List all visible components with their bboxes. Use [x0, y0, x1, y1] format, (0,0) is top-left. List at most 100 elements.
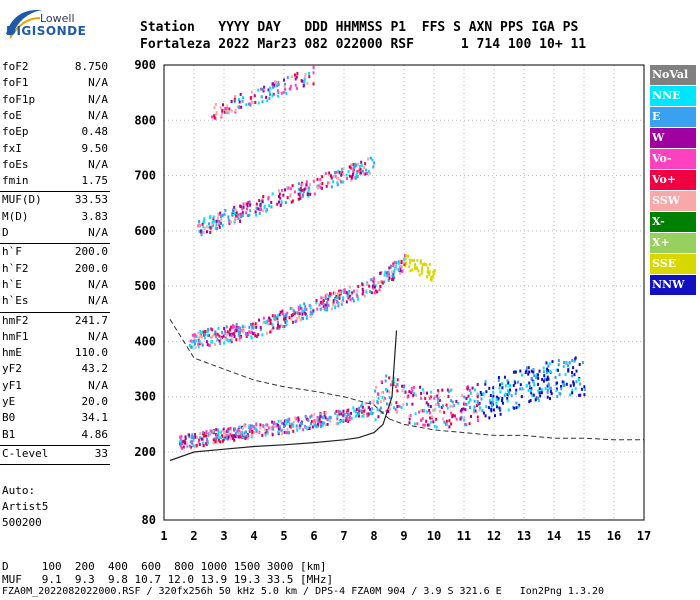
echo-dot — [476, 399, 479, 403]
echo-dot — [191, 340, 194, 344]
echo-dot — [366, 412, 369, 416]
echo-dot — [286, 186, 289, 190]
echo-dot — [318, 418, 321, 422]
echo-dot — [462, 407, 465, 411]
echo-dot — [555, 381, 558, 385]
echo-dot — [288, 417, 291, 421]
echo-dot — [363, 166, 366, 170]
echo-dot — [366, 281, 369, 285]
echo-dot — [242, 202, 245, 206]
echo-dot — [379, 271, 382, 275]
echo-dot — [184, 437, 187, 441]
echo-dot — [257, 101, 260, 105]
echo-dot — [302, 193, 305, 197]
echo-dot — [238, 435, 241, 439]
echo-dot — [263, 427, 266, 431]
echo-dot — [477, 393, 480, 397]
echo-dot — [285, 418, 288, 422]
echo-dot — [337, 301, 340, 305]
echo-dot — [197, 342, 200, 346]
echo-dot — [288, 420, 291, 424]
echo-dot — [279, 310, 282, 314]
echo-dot — [237, 428, 240, 432]
echo-dot — [227, 218, 230, 222]
echo-dot — [476, 395, 479, 399]
echo-dot — [205, 230, 208, 234]
echo-dot — [288, 422, 291, 426]
echo-dot — [358, 414, 361, 418]
echo-dot — [540, 388, 543, 392]
param-value: 4.86 — [81, 427, 109, 441]
echo-dot — [414, 412, 417, 416]
echo-dot — [192, 444, 195, 448]
echo-dot — [542, 370, 545, 374]
echo-dot — [207, 433, 210, 437]
echo-dot — [289, 84, 292, 88]
echo-dot — [321, 423, 324, 427]
echo-dot — [364, 401, 367, 405]
echo-dot — [472, 408, 475, 412]
echo-dot — [198, 219, 201, 223]
echo-dot — [407, 254, 410, 258]
echo-dot — [239, 92, 242, 96]
echo-dot — [209, 226, 212, 230]
echo-dot — [549, 390, 552, 394]
echo-dot — [232, 207, 235, 211]
echo-dot — [387, 410, 390, 414]
echo-dot — [537, 376, 540, 380]
echo-dot — [409, 414, 412, 418]
echo-dot — [198, 224, 201, 228]
echo-dot — [360, 163, 363, 167]
echo-dot — [385, 402, 388, 406]
echo-dot — [459, 417, 462, 421]
param-row: foF2 8.750 — [2, 60, 108, 74]
echo-dot — [555, 387, 558, 391]
echo-dot — [342, 167, 345, 171]
param-value: 3.83 — [81, 209, 109, 223]
echo-dot — [271, 192, 274, 196]
echo-dot — [299, 423, 302, 427]
echo-dot — [574, 357, 577, 361]
echo-dot — [202, 330, 205, 334]
echo-dot — [346, 291, 349, 295]
echo-dot — [251, 433, 254, 437]
echo-dot — [383, 280, 386, 284]
echo-dot — [259, 207, 262, 211]
echo-dot — [246, 434, 249, 438]
echo-dot — [301, 194, 304, 198]
echo-dot — [194, 342, 197, 346]
echo-dot — [346, 417, 349, 421]
echo-dot — [419, 259, 422, 263]
echo-dot — [408, 415, 411, 419]
echo-dot — [308, 427, 311, 431]
echo-dot — [211, 429, 214, 433]
echo-dot — [548, 362, 551, 366]
echo-dot — [244, 437, 247, 441]
echo-dot — [299, 190, 302, 194]
echo-dot — [269, 86, 272, 90]
echo-dot — [497, 375, 500, 379]
echo-dot — [464, 422, 467, 426]
echo-dot — [271, 420, 274, 424]
echo-dot — [358, 168, 361, 172]
echo-dot — [434, 407, 437, 411]
echo-dot — [438, 396, 441, 400]
echo-dot — [261, 198, 264, 202]
echo-dot — [220, 113, 223, 117]
echo-dot — [200, 335, 203, 339]
echo-dot — [313, 412, 316, 416]
x-tick-label: 7 — [340, 529, 347, 543]
echo-dot — [338, 296, 341, 300]
echo-dot — [378, 408, 381, 412]
echo-dot — [277, 419, 280, 423]
echo-dot — [258, 208, 261, 212]
echo-dot — [296, 311, 299, 315]
echo-dot — [255, 213, 258, 217]
echo-dot — [243, 435, 246, 439]
echo-dot — [323, 303, 326, 307]
echo-dot — [498, 406, 501, 410]
echo-dot — [509, 388, 512, 392]
echo-dot — [500, 382, 503, 386]
echo-dot — [198, 221, 201, 225]
